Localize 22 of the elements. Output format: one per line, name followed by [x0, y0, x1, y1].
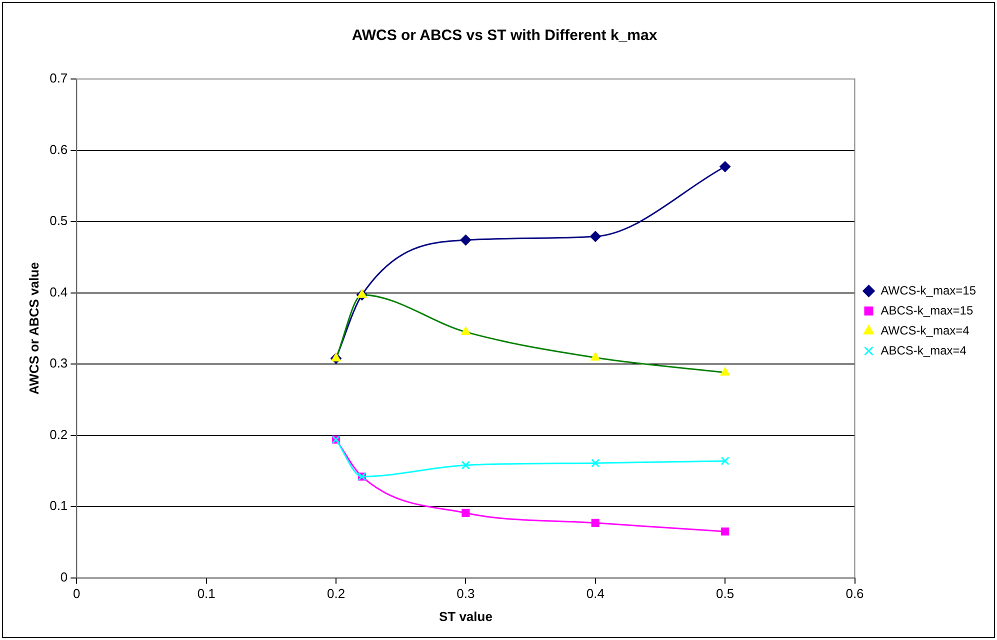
x-tick-label: 0.5 [716, 586, 734, 602]
y-tick-label: 0 [60, 569, 68, 584]
y-tick-label: 0.2 [50, 426, 68, 442]
chart-title: AWCS or ABCS vs ST with Different k_max [352, 27, 658, 44]
x-tick-label: 0.3 [456, 586, 475, 602]
x-tick-label: 0.2 [326, 586, 346, 602]
x-tick-label: 0 [73, 586, 80, 602]
legend-label: AWCS-k_max=4 [880, 323, 970, 338]
y-tick-label: 0.4 [50, 284, 68, 300]
y-tick-label: 0.1 [50, 498, 68, 514]
legend-label: ABCS-k_max=15 [880, 303, 974, 318]
y-axis-title: AWCS or ABCS value [26, 262, 42, 395]
legend-label: ABCS-k_max=4 [880, 343, 967, 358]
x-tick-label: 0.6 [846, 586, 864, 602]
y-tick-label: 0.6 [50, 142, 68, 157]
x-axis-title: ST value [438, 608, 492, 624]
x-tick-label: 0.4 [586, 586, 604, 602]
legend-label: AWCS-k_max=15 [880, 283, 976, 298]
x-tick-label: 0.1 [197, 586, 216, 602]
y-tick-label: 0.5 [50, 213, 68, 228]
y-tick-label: 0.3 [50, 356, 68, 371]
y-tick-label: 0.7 [50, 70, 68, 86]
